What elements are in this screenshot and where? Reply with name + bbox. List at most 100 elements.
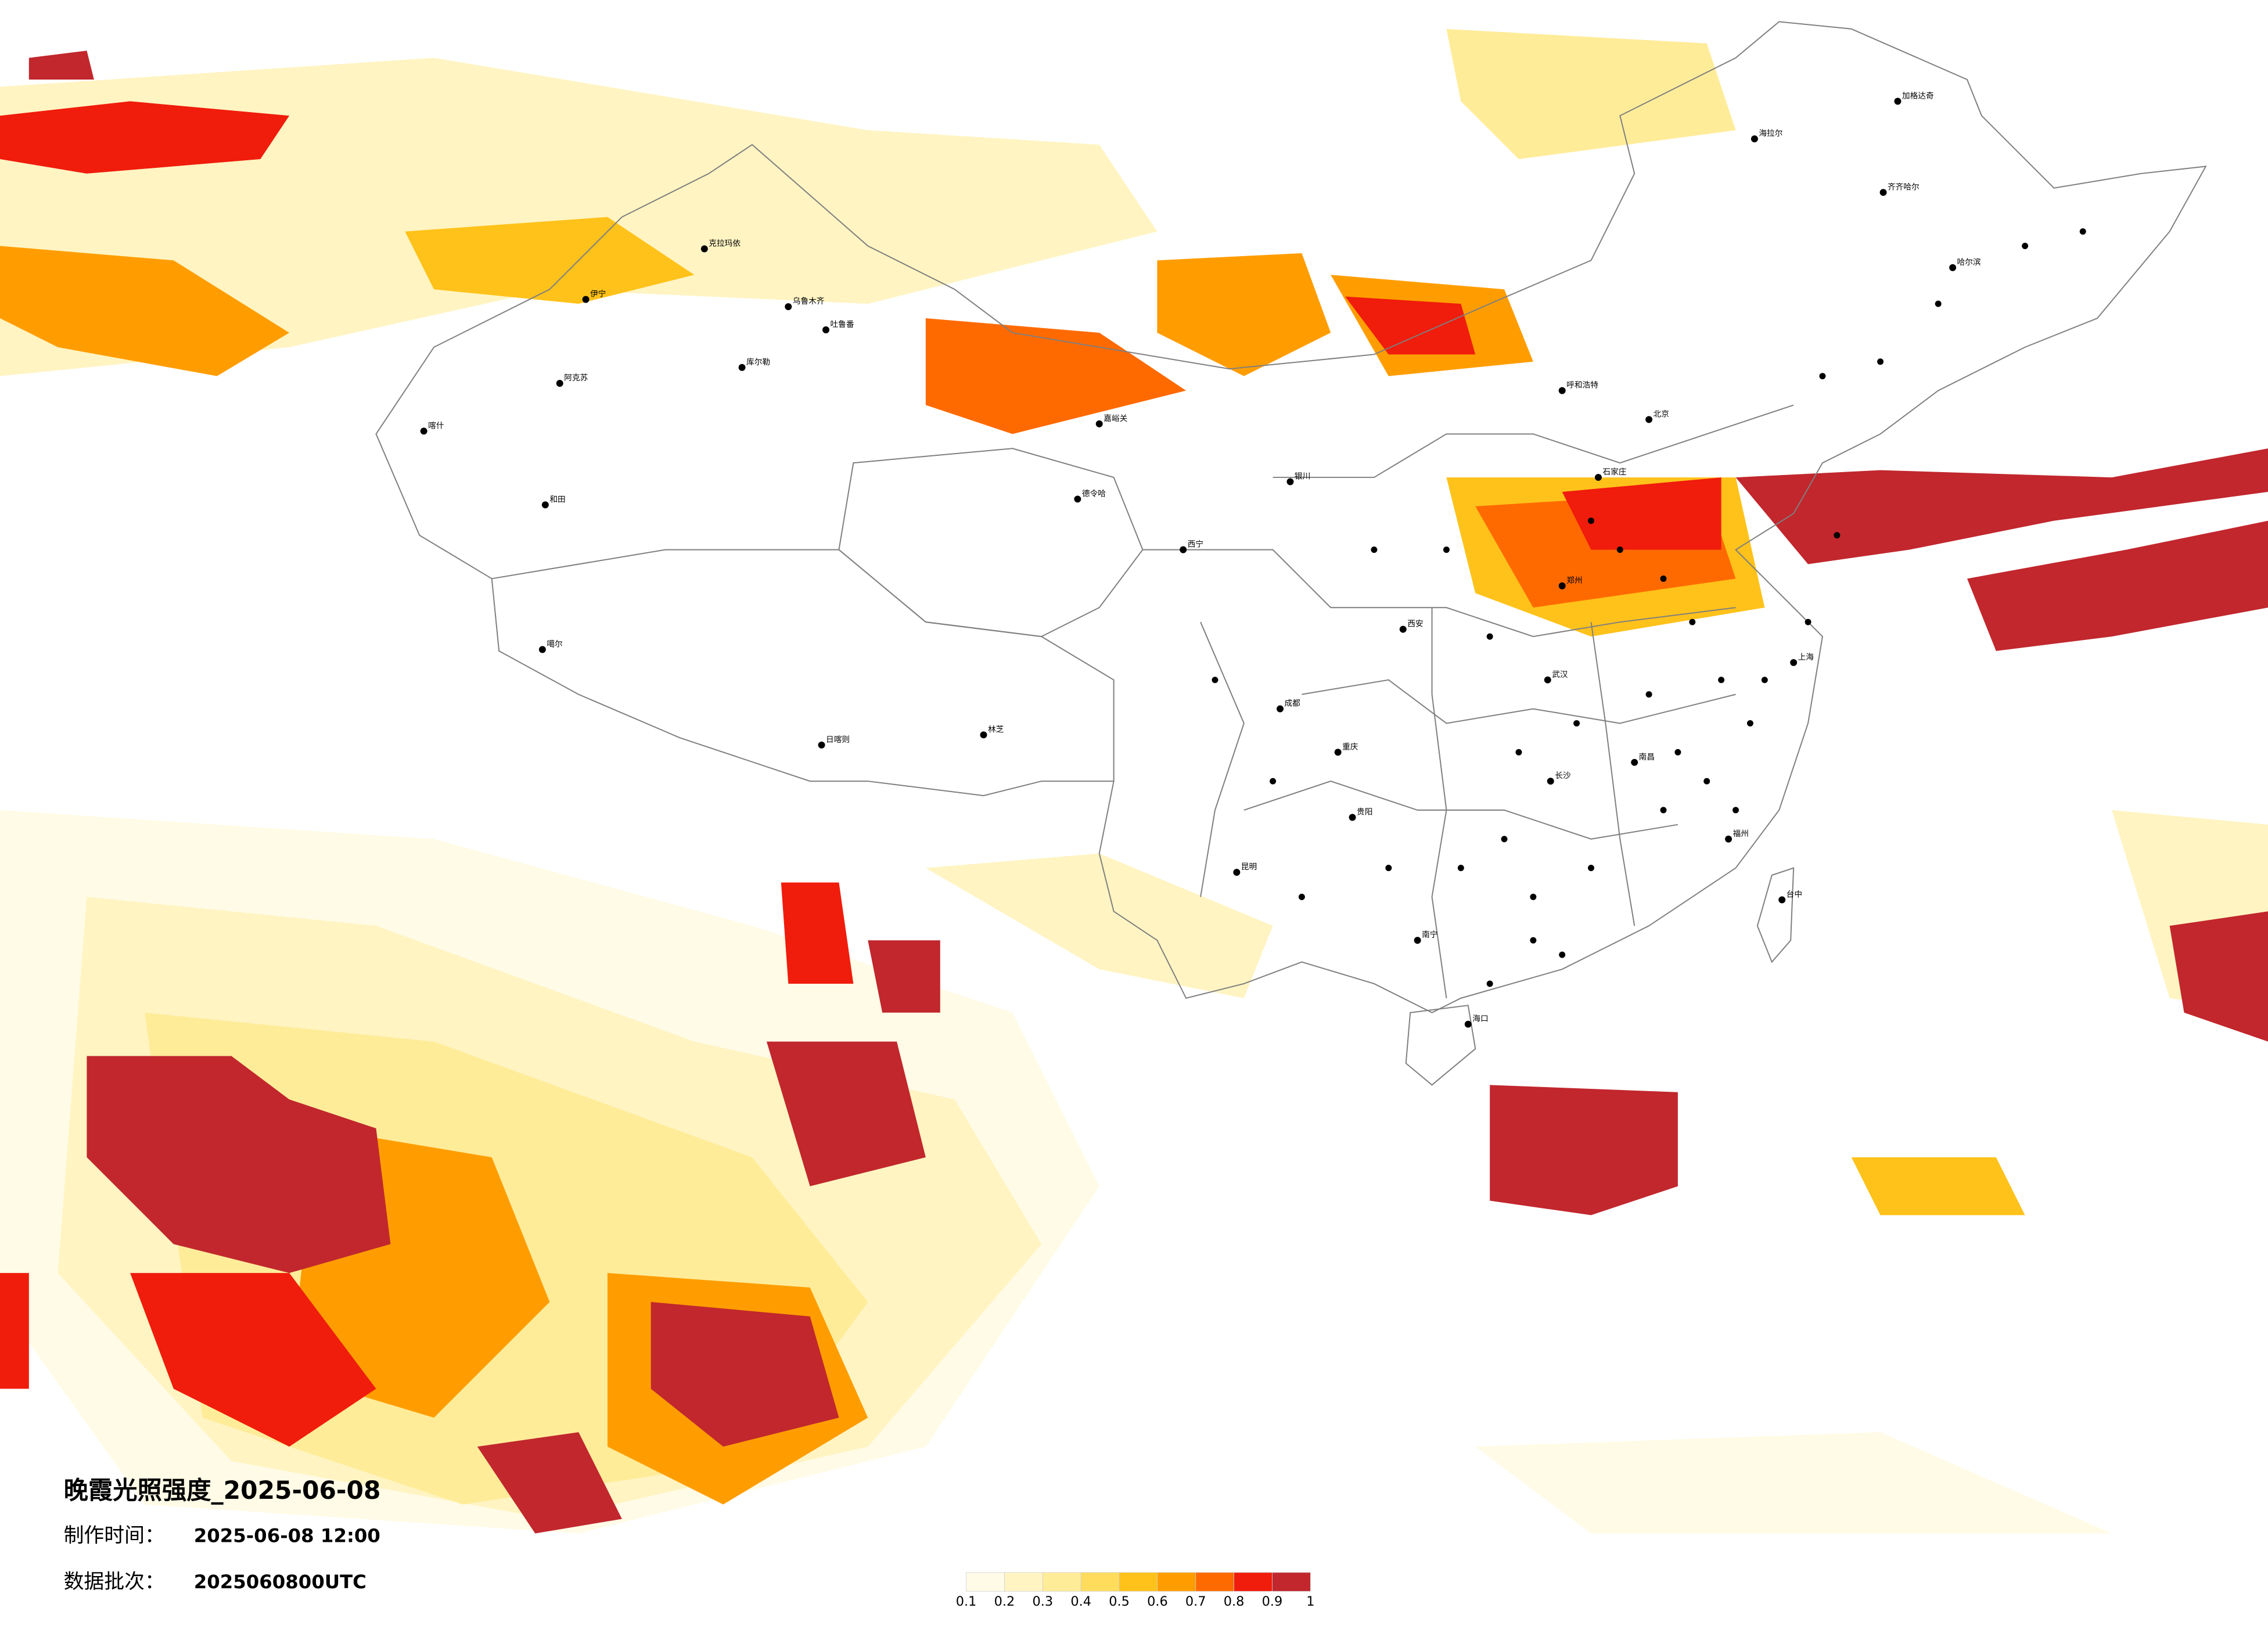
city-label: 台中 [1787, 890, 1802, 899]
legend-tick-label: 0.3 [1033, 1594, 1054, 1609]
city-dot [700, 245, 708, 253]
city-dot [1486, 633, 1493, 640]
city-label: 和田 [549, 495, 565, 504]
city-dot [1530, 894, 1537, 900]
batch-label: 数据批次： [64, 1570, 165, 1593]
city-dot [556, 380, 563, 387]
city-dot [1277, 705, 1284, 713]
city-label: 库尔勒 [746, 358, 770, 367]
city-dot [1746, 720, 1753, 727]
made-time: 2025-06-08 12:00 [194, 1525, 380, 1547]
city-label: 上海 [1798, 653, 1814, 662]
city-dot [1660, 807, 1667, 814]
city-label: 林芝 [988, 725, 1004, 734]
legend-swatch [1234, 1572, 1273, 1592]
city-label: 海口 [1472, 1015, 1488, 1024]
city-label: 嘉峪关 [1104, 414, 1127, 423]
city-dot [1834, 532, 1841, 539]
city-dot [1660, 575, 1667, 582]
city-dot [1879, 189, 1887, 196]
city-label: 武汉 [1552, 670, 1568, 679]
city-dot [1674, 749, 1681, 756]
city-dot [1819, 373, 1826, 380]
city-dot [1457, 865, 1464, 872]
legend-tick-label: 0.5 [1109, 1594, 1130, 1609]
city-dot [1515, 749, 1522, 756]
city-label: 银川 [1295, 472, 1310, 481]
city-dot [1212, 677, 1219, 684]
city-dot [1414, 937, 1421, 944]
city-dot [1349, 814, 1356, 821]
boundaries [375, 21, 2207, 1086]
city-dot [541, 501, 549, 509]
legend-swatch [966, 1572, 1005, 1592]
city-dot [1587, 865, 1594, 872]
city-dot [1558, 582, 1566, 589]
city-dot [1703, 778, 1710, 785]
legend-swatch [1157, 1572, 1196, 1592]
city-label: 哈尔滨 [1957, 258, 1981, 267]
city-label: 南昌 [1639, 753, 1655, 762]
city-label: 噶尔 [547, 640, 563, 649]
city-dot [1778, 896, 1786, 904]
city-label: 成都 [1285, 699, 1301, 708]
city-dot [1399, 625, 1407, 633]
legend-tick-label: 0.1 [956, 1594, 977, 1609]
legend-swatch [1042, 1572, 1081, 1592]
city-dot [785, 303, 792, 311]
city-dot [2079, 228, 2086, 235]
city-label: 郑州 [1566, 576, 1582, 585]
city-dot [1464, 1020, 1472, 1028]
city-label: 昆明 [1241, 862, 1257, 872]
city-label: 加格达奇 [1902, 91, 1934, 100]
city-label: 北京 [1654, 409, 1669, 419]
city-label: 德令哈 [1082, 489, 1106, 498]
legend-tick-label: 1 [1306, 1594, 1314, 1609]
city-dot [1594, 474, 1602, 481]
city-dot [1725, 835, 1733, 843]
city-dot [1298, 894, 1305, 900]
city-dot [1486, 980, 1493, 987]
city-dot [2022, 243, 2029, 249]
city-label: 克拉玛依 [709, 239, 741, 248]
made-label: 制作时间： [64, 1524, 165, 1548]
city-dot [818, 741, 825, 749]
city-dot [1233, 869, 1241, 876]
map-title: 晚霞光照强度_2025-06-08 [64, 1476, 381, 1505]
city-dot [582, 296, 590, 303]
legend-tick-label: 0.2 [994, 1594, 1015, 1609]
legend-swatch [1119, 1572, 1158, 1592]
city-dot [538, 646, 546, 653]
city-dot [1790, 659, 1798, 666]
city-label: 阿克苏 [564, 373, 588, 383]
city-dot [1751, 135, 1758, 143]
city-label: 重庆 [1342, 742, 1358, 751]
batch: 2025060800UTC [194, 1571, 366, 1593]
legend-swatch [1004, 1572, 1043, 1592]
city-label: 吐鲁番 [831, 320, 854, 329]
city-dot [1894, 98, 1902, 105]
city-dot [1286, 478, 1294, 485]
city-label: 乌鲁木齐 [793, 297, 825, 306]
city-label: 伊宁 [590, 289, 606, 299]
legend-tick-label: 0.4 [1070, 1594, 1091, 1609]
city-dot [1558, 387, 1566, 394]
heat-layer [0, 28, 2268, 1534]
city-dot [1501, 836, 1508, 843]
legend-swatch [1272, 1572, 1311, 1592]
city-dot [1949, 264, 1957, 271]
city-dot [1270, 778, 1277, 785]
city-dot [1645, 691, 1652, 698]
city-dot [1530, 937, 1537, 944]
city-dot [1761, 677, 1768, 684]
city-dot [1385, 865, 1392, 872]
city-dot [1573, 720, 1580, 727]
city-dot [1877, 358, 1884, 365]
legend-swatch [1080, 1572, 1120, 1592]
city-label: 呼和浩特 [1566, 381, 1598, 390]
city-dot [1371, 546, 1378, 553]
legend-tick-label: 0.9 [1262, 1594, 1283, 1609]
